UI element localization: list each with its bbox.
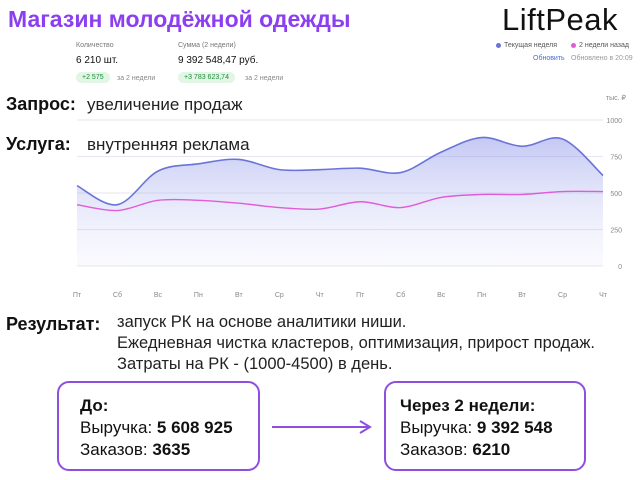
service-value: внутренняя реклама xyxy=(87,135,250,154)
after-box: Через 2 недели: Выручка: 9 392 548 Заказ… xyxy=(384,381,586,471)
quantity-delta-note: за 2 недели xyxy=(117,75,156,82)
series-line-prev xyxy=(76,190,604,212)
y-tick-label: 500 xyxy=(610,191,622,198)
liftpeak-logo: LiftPeak xyxy=(502,2,619,37)
x-tick-label: Вс xyxy=(437,292,446,299)
y-tick-label: 1000 xyxy=(606,118,622,125)
legend-current-label: Текущая неделя xyxy=(504,42,558,49)
before-revenue-value: 5 608 925 xyxy=(156,418,233,437)
y-tick-label: 750 xyxy=(610,155,622,162)
series-line-current xyxy=(76,136,604,206)
sum-value: 9 392 548,47 руб. xyxy=(178,55,259,66)
x-tick-label: Пт xyxy=(73,292,82,299)
sum-label: Сумма (2 недели) xyxy=(178,42,236,49)
request-label: Запрос: xyxy=(6,94,76,114)
x-tick-label: Чт xyxy=(599,292,608,299)
after-orders-label: Заказов: xyxy=(400,440,468,459)
series-area-current xyxy=(77,137,603,266)
x-tick-label: Пн xyxy=(194,292,203,299)
x-tick-label: Ср xyxy=(275,292,284,299)
legend-prev-label: 2 недели назад xyxy=(579,42,629,49)
x-tick-label: Пн xyxy=(477,292,486,299)
before-title: До: xyxy=(80,396,109,415)
result-line: Ежедневная чистка кластеров, оптимизация… xyxy=(117,334,595,352)
result-line: Затраты на РК - (1000-4500) в день. xyxy=(117,355,393,373)
after-revenue-value: 9 392 548 xyxy=(476,418,553,437)
updated-note: Обновлено в 20:09 xyxy=(571,55,633,62)
x-tick-label: Вт xyxy=(235,292,243,299)
x-tick-label: Сб xyxy=(113,291,122,299)
sum-delta-note: за 2 недели xyxy=(245,75,284,82)
x-tick-label: Вт xyxy=(518,292,526,299)
y-tick-label: 0 xyxy=(618,264,622,271)
after-revenue-label: Выручка: xyxy=(400,418,473,437)
before-orders-value: 3635 xyxy=(152,440,191,459)
before-orders-label: Заказов: xyxy=(80,440,148,459)
x-tick-label: Сб xyxy=(396,291,405,299)
before-revenue-label: Выручка: xyxy=(80,418,153,437)
x-tick-label: Пт xyxy=(356,292,365,299)
quantity-delta-badge: +2 575 xyxy=(76,72,110,83)
quantity-value: 6 210 шт. xyxy=(76,55,119,66)
refresh-link[interactable]: Обновить xyxy=(533,55,565,62)
before-box: До: Выручка: 5 608 925 Заказов: 3635 xyxy=(57,381,260,471)
arrow-icon xyxy=(272,420,372,434)
legend-current-dot xyxy=(496,42,501,48)
result-description: запуск РК на основе аналитики ниши. Ежед… xyxy=(117,312,595,375)
x-tick-label: Ср xyxy=(558,292,567,299)
y-unit-label: тыс. ₽ xyxy=(606,94,627,102)
service-label: Услуга: xyxy=(6,134,71,154)
request-value: увеличение продаж xyxy=(87,95,243,114)
x-tick-label: Вс xyxy=(154,292,163,299)
after-orders-value: 6210 xyxy=(472,440,511,459)
sales-chart: 0 250 500 750 1000 тыс. ₽ Пт Сб Вс Пн Вт Ср Чт Пт Сб Вс… xyxy=(73,94,627,299)
legend-prev: 2 недели назад xyxy=(571,42,629,49)
legend-prev-dot xyxy=(571,42,576,48)
x-tick-label: Чт xyxy=(316,292,325,299)
after-title: Через 2 недели: xyxy=(400,396,536,415)
result-line: запуск РК на основе аналитики ниши. xyxy=(117,313,407,331)
page-title: Магазин молодёжной одежды xyxy=(8,6,351,32)
legend-current: Текущая неделя xyxy=(496,42,557,49)
result-label: Результат: xyxy=(6,314,101,334)
sum-delta-badge: +3 783 623,74 xyxy=(178,72,235,83)
quantity-label: Количество xyxy=(76,42,114,49)
y-tick-label: 250 xyxy=(610,228,622,235)
